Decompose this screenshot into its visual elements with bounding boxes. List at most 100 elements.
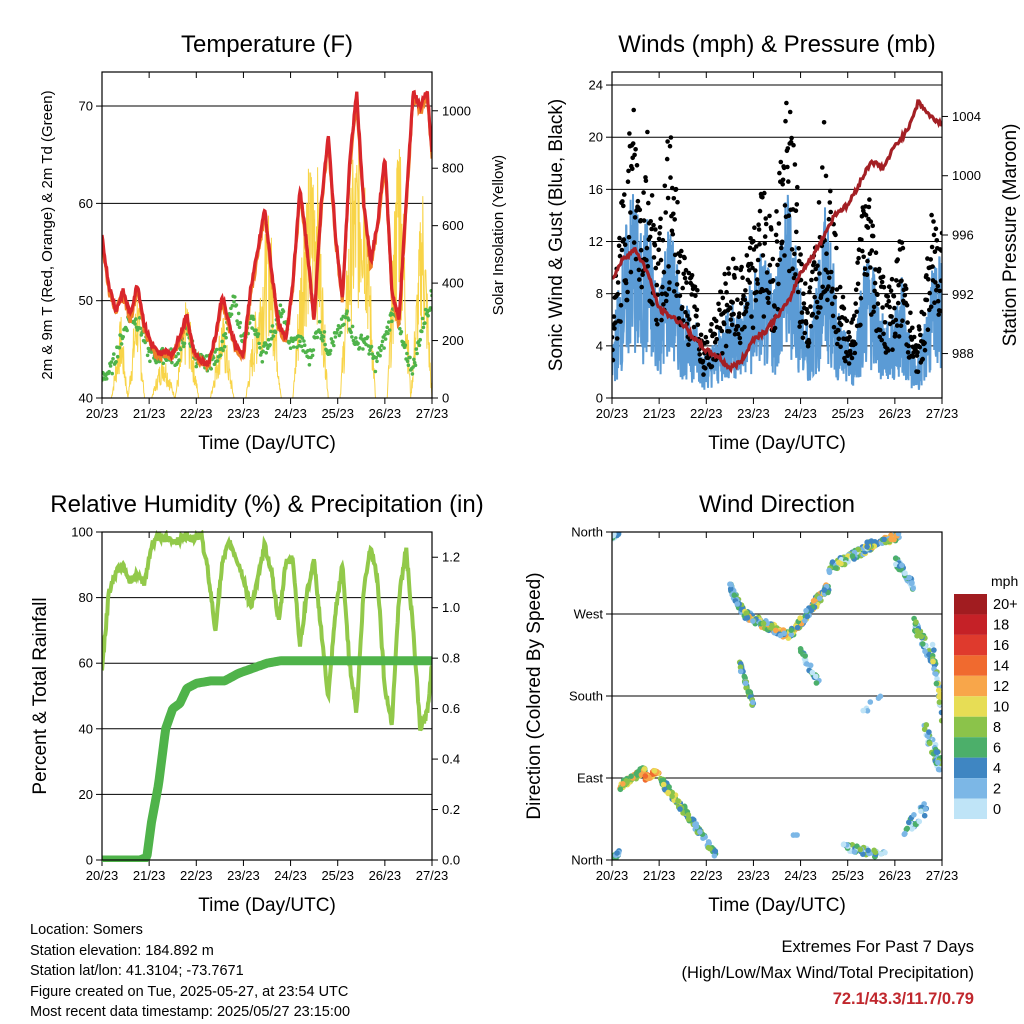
direction-point [918,808,924,815]
gust-point [939,248,942,253]
y2-tick-label: 800 [442,161,464,176]
direction-point [931,647,937,653]
y-tick-label: East [577,771,603,786]
gust-point [841,306,847,311]
dewpoint-point [354,336,358,340]
gust-point [931,232,937,238]
gust-point [817,271,822,276]
gust-point [767,213,772,219]
gust-point [753,298,759,303]
gust-point [649,193,655,198]
humidity-line [102,530,432,732]
x-tick-label: 22/23 [180,868,213,883]
x-tick-label: 21/23 [643,406,676,421]
dewpoint-point [413,363,418,368]
extremes-subtitle: (High/Low/Max Wind/Total Precipitation) [681,964,974,982]
direction-point [660,781,667,788]
gust-point [657,225,663,230]
gust-point [917,327,922,332]
gust-point [670,231,676,237]
gust-point [778,245,784,251]
direction-point [857,846,864,853]
gust-point [793,272,798,277]
gust-point [696,347,702,352]
gust-point [684,280,689,285]
direction-point [910,585,916,592]
dewpoint-point [403,343,408,348]
gust-point [818,305,823,310]
y-tick-label: 8 [596,286,603,301]
direction-point [821,587,828,593]
y-tick-label: 20 [79,787,93,802]
gust-point [755,281,760,286]
dewpoint-point [148,359,152,364]
x-tick-label: 27/23 [926,868,959,883]
direction-point [891,536,897,543]
gust-point [700,358,706,364]
latlon-text: Station lat/lon: 41.3104; -73.7671 [30,963,244,979]
gust-point [925,327,931,333]
dewpoint-point [115,354,120,359]
y-axis-label: Direction (Colored By Speed) [524,572,545,819]
gust-point [635,198,641,204]
gust-point [728,305,733,311]
gust-point [668,135,674,140]
gust-point [855,281,861,287]
dewpoint-point [264,351,269,355]
gust-point [794,202,800,207]
direction-point [918,633,925,640]
gust-point [852,350,858,356]
dewpoint-point [317,319,322,324]
direction-point [612,857,616,860]
dewpoint-point [218,353,223,358]
colorbar-label: 4 [993,761,1001,777]
dewpoint-point [310,353,315,358]
gust-point [754,244,759,249]
dewpoint-point [345,309,349,314]
direction-point [926,729,932,735]
dewpoint-point [138,326,143,331]
temperature-panel: Temperature (F) 40 50 60 70 20/23 21/23 22/23 23… [39,31,507,454]
gust-point [658,257,664,263]
gust-point [778,159,784,165]
gust-point [663,298,669,304]
direction-point [906,819,912,826]
dewpoint-point [271,334,276,338]
dewpoint-point [321,335,326,339]
gust-point [936,312,941,317]
x-tick-label: 20/23 [86,406,119,421]
gust-point [885,294,891,299]
dewpoint-point [279,314,283,319]
direction-point [914,628,920,634]
dewpoint-point [181,344,186,349]
gust-point [915,350,920,355]
gust-point [679,305,685,310]
dewpoint-point [214,347,219,352]
gust-point [831,324,837,330]
gust-point [792,251,797,257]
gust-point [776,281,781,287]
gust-point [903,286,909,292]
direction-point [826,567,832,574]
dewpoint-point [256,332,261,336]
gust-point [745,301,750,307]
gust-point [753,268,758,273]
gust-point [743,288,748,293]
direction-point [903,826,910,833]
gust-point [651,255,657,260]
y2-axis-label: Solar Insolation (Yellow) [490,155,507,315]
dewpoint-point [233,295,237,299]
gust-point [658,216,663,222]
gust-point [734,265,739,271]
gust-point [615,280,621,285]
dewpoint-point [369,344,374,349]
gust-point [767,262,773,268]
gust-point [933,280,938,285]
gust-point [742,324,747,330]
direction-point [788,627,794,633]
gust-point [824,251,829,256]
direction-point [711,853,718,859]
gust-point [808,304,813,309]
x-tick-label: 20/23 [596,868,629,883]
direction-point [788,631,795,638]
